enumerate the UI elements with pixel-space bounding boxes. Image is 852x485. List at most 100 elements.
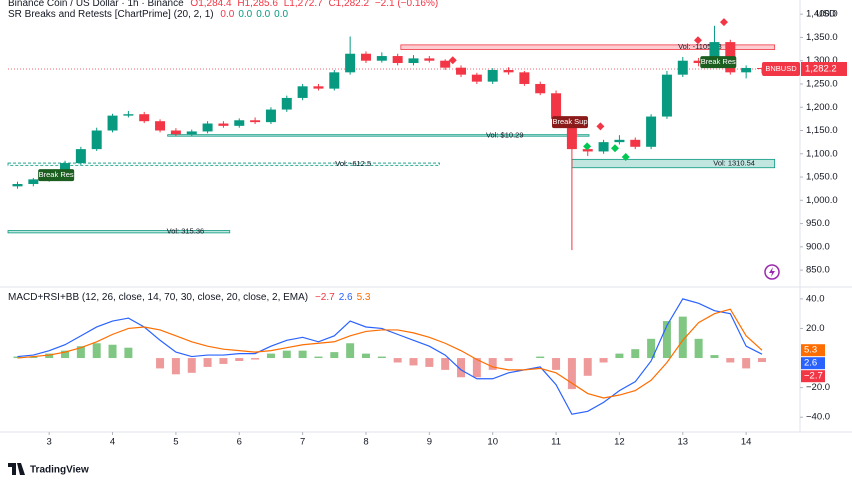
header: Binance Coin / US Dollar · 1h · Binance … (8, 0, 438, 9)
last-price-tag (801, 61, 847, 76)
sr-zone (7, 162, 440, 166)
sr-zone (7, 230, 231, 234)
histogram-bar (742, 358, 751, 369)
x-tick-label: 8 (363, 437, 368, 448)
ohlc-low: L1,272.7 (284, 0, 323, 9)
flash-icon (764, 264, 780, 280)
candle-body (313, 86, 324, 89)
y-tick-label: 850.0 (806, 265, 830, 276)
candle-body (614, 139, 625, 143)
histogram-bar (393, 358, 402, 363)
change: −2.1 (−0.16%) (375, 0, 438, 9)
x-tick-label: 6 (237, 437, 242, 448)
candle-body (551, 93, 562, 119)
histogram-bar (346, 343, 355, 359)
indicator-value: 0.0 (220, 9, 234, 20)
candle-body (646, 116, 657, 147)
histogram-bar (203, 358, 212, 367)
candle-body (28, 179, 39, 185)
brand: TradingView (30, 465, 89, 476)
histogram-bar (472, 358, 481, 378)
candle-body (202, 123, 213, 132)
y-tick-label: 1,400.0 (806, 9, 838, 20)
candle-body (360, 53, 371, 61)
histogram-bar (615, 353, 624, 359)
signal-diamond (621, 153, 630, 162)
zone-label: Vol: $10.29 (486, 130, 524, 139)
readout-label: −2.7 (804, 371, 823, 382)
y-tick-label: 900.0 (806, 241, 830, 252)
macd-title: MACD+RSI+BB (12, 26, close, 14, 70, 30, … (8, 292, 308, 303)
ohlc-close: C1,282.2 (328, 0, 369, 9)
histogram-bar (488, 358, 497, 370)
histogram-bar (678, 316, 687, 359)
y-tick-label: 950.0 (806, 218, 830, 229)
x-tick-label: 11 (551, 437, 561, 448)
signal-diamond (719, 18, 728, 27)
histogram-bar (631, 349, 640, 359)
histogram-bar (583, 358, 592, 376)
y-tick-label: −40.0 (806, 412, 830, 423)
candle-body (281, 97, 292, 110)
histogram-bar (29, 356, 38, 359)
candle-body (186, 131, 197, 135)
signal-tag (38, 169, 75, 182)
signal-diamond (448, 56, 457, 65)
y-tick-label: 40.0 (806, 293, 825, 304)
candle-body (170, 130, 181, 135)
y-tick-label: 1,000.0 (806, 195, 838, 206)
histogram-bar (76, 346, 85, 359)
readout-label: 2.6 (804, 358, 817, 369)
candle-body (487, 70, 498, 82)
candle-body (424, 58, 435, 61)
histogram-bar (567, 358, 576, 390)
readout-tag (801, 357, 825, 370)
zone-label: Vol: -612.5 (335, 159, 371, 168)
logo: TradingView (8, 463, 89, 476)
signal-diamond (596, 122, 605, 131)
signal-tag (552, 116, 589, 129)
histogram-bar (92, 343, 101, 359)
y-tick-label: 1,200.0 (806, 102, 838, 113)
readout-label: 5.3 (804, 345, 817, 356)
candle-body (139, 114, 150, 122)
candle-body (376, 56, 387, 61)
candle-body (107, 115, 118, 131)
histogram-bar (251, 358, 260, 360)
x-tick-label: 5 (173, 437, 178, 448)
candle-body (234, 120, 245, 126)
histogram-bar (377, 356, 386, 359)
histogram-bar (266, 353, 275, 359)
x-tick-label: 9 (427, 437, 432, 448)
candle-body (329, 72, 340, 89)
candle-body (91, 130, 102, 150)
signal-diamond (693, 36, 702, 45)
x-tick-label: 12 (614, 437, 625, 448)
y-tick-label: 20.0 (806, 323, 825, 334)
indicator-value: 0.0 (274, 9, 288, 20)
histogram-bar (409, 358, 418, 366)
histogram-bar (282, 350, 291, 359)
histogram-bar (441, 358, 450, 370)
sr-zone (400, 44, 776, 50)
signal-label: Break Res (39, 170, 74, 179)
signal-diamond (583, 142, 592, 151)
macd-line (17, 298, 763, 415)
candle-body (345, 53, 356, 73)
candle-body (123, 114, 134, 116)
zone-label: Vol: 1310.54 (713, 159, 755, 168)
y-tick-label: 1,300.0 (806, 55, 838, 66)
histogram-bar (662, 321, 671, 359)
candle-body (756, 67, 767, 69)
candle-body (155, 121, 166, 131)
candle-body (392, 56, 403, 64)
macd-legend: MACD+RSI+BB (12, 26, close, 14, 70, 30, … (8, 292, 371, 303)
zone-label: Vol: 315.36 (167, 227, 205, 236)
x-tick-label: 3 (47, 437, 52, 448)
candle-body (709, 42, 720, 64)
histogram-bar (298, 350, 307, 359)
histogram-bar (425, 358, 434, 367)
x-tick-label: 4 (110, 437, 115, 448)
histogram-bar (13, 356, 22, 359)
